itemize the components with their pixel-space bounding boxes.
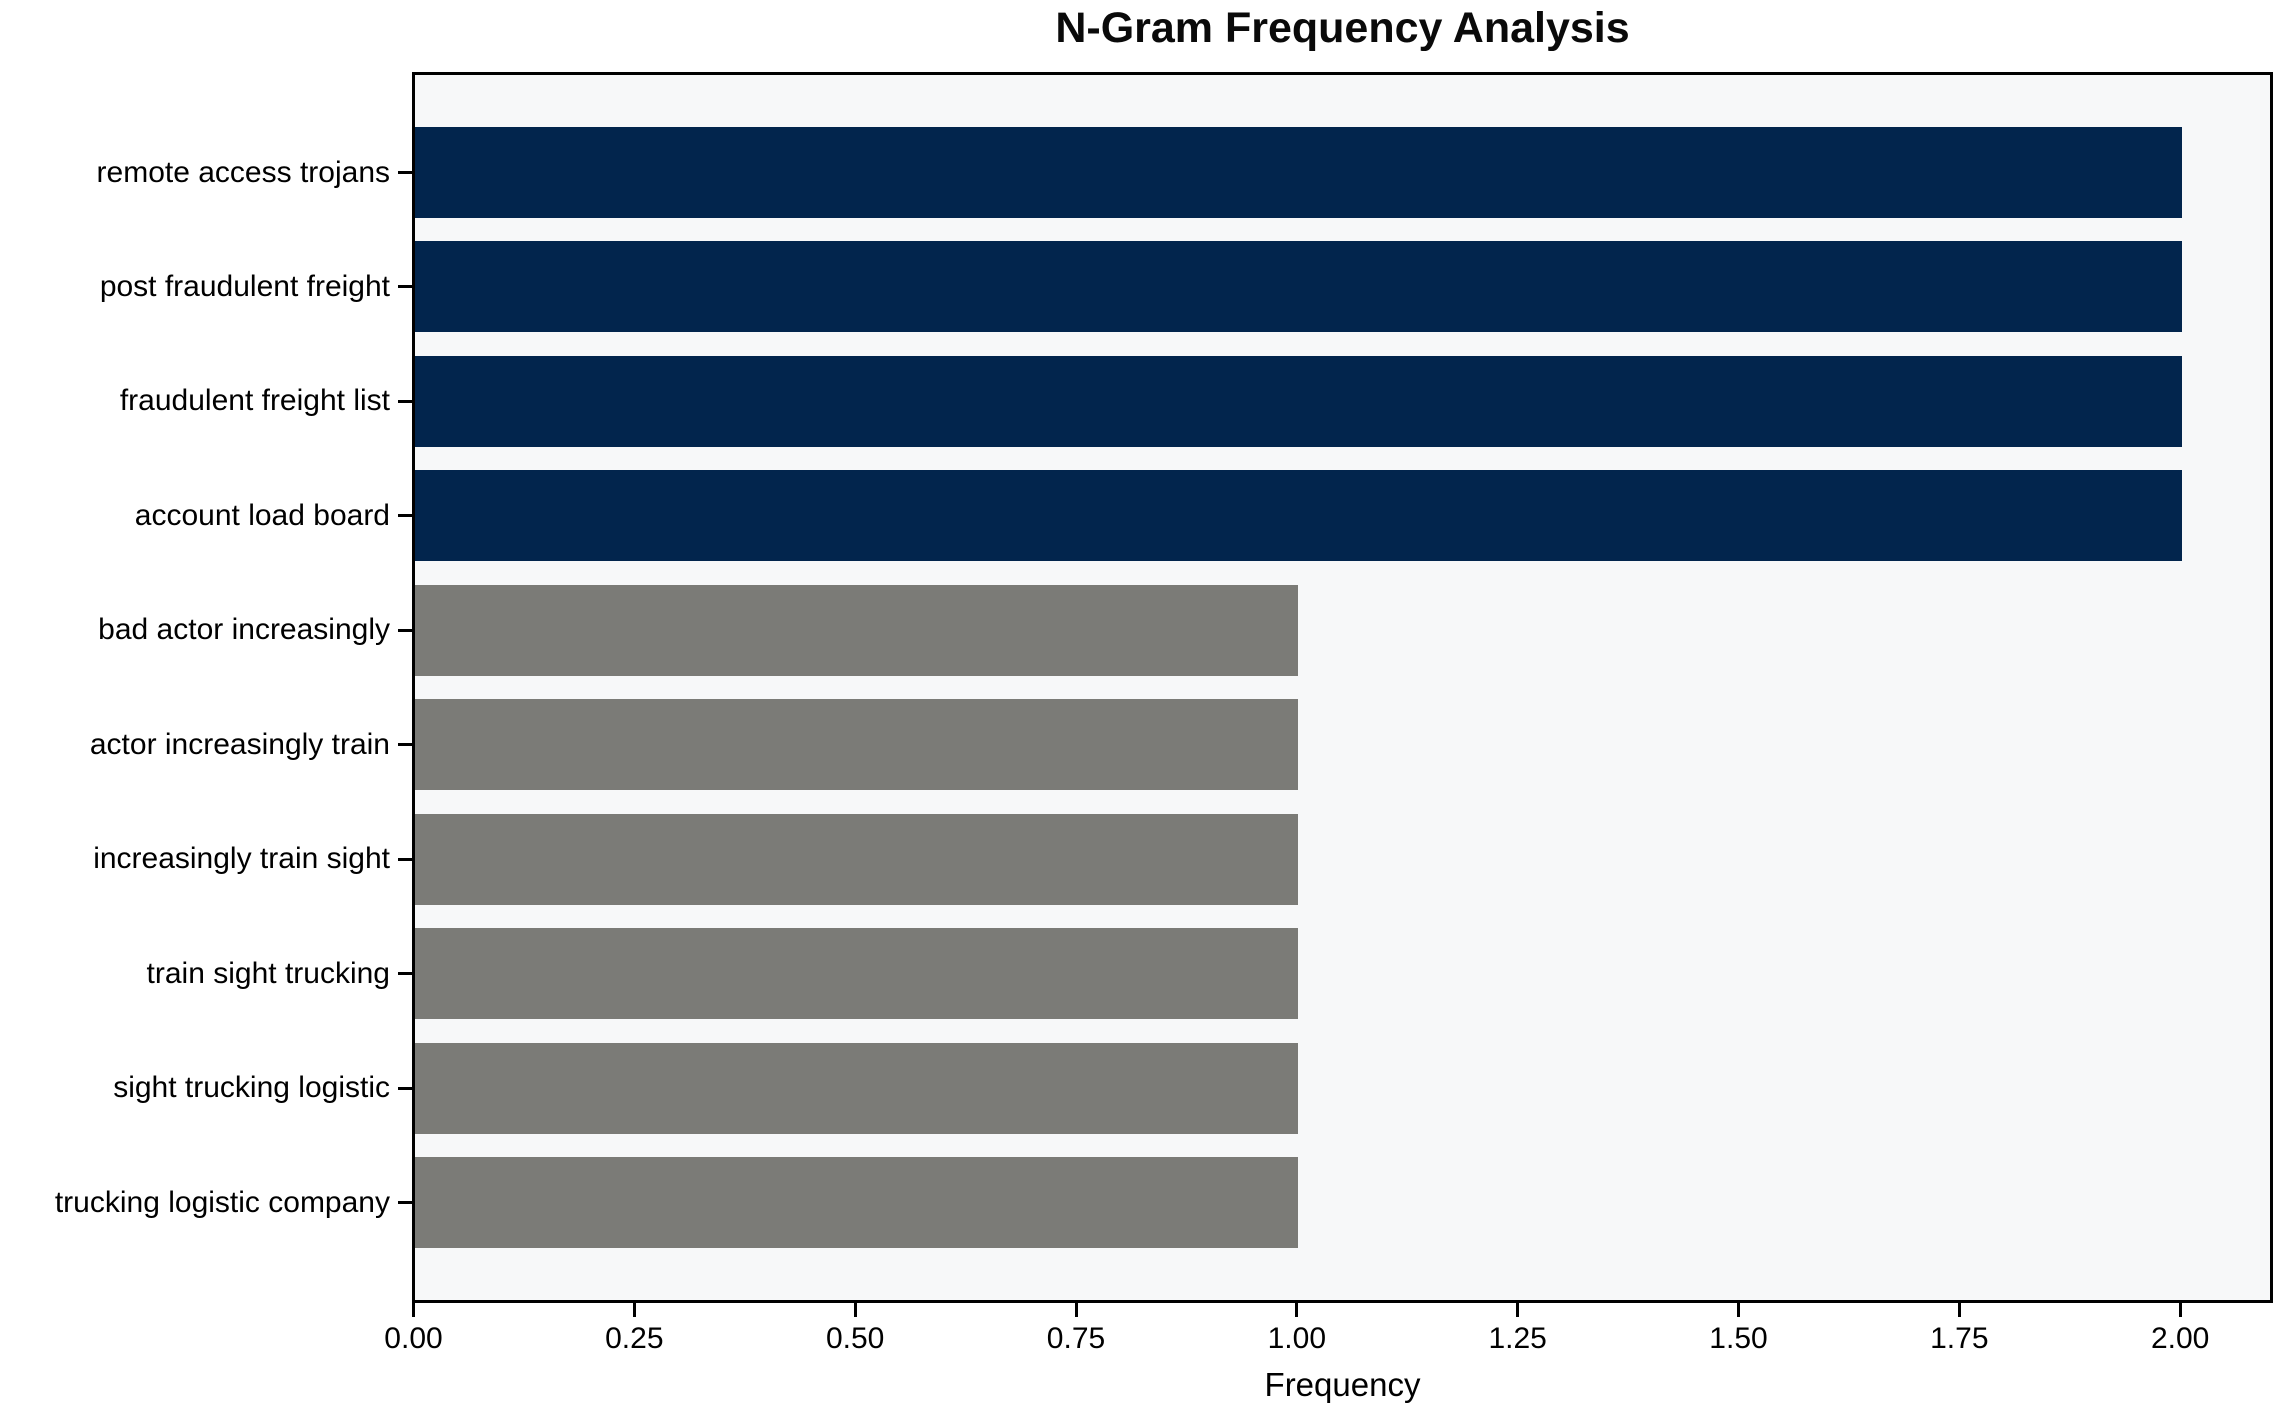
x-tick-label: 1.75 [1930, 1322, 1989, 1355]
x-tick-mark [632, 1303, 636, 1317]
bar-train-sight-trucking [415, 928, 1299, 1020]
bar-remote-access-trojans [415, 127, 2182, 218]
y-tick-mark [398, 1201, 412, 1204]
y-tick-mark [398, 743, 412, 747]
bar-sight-trucking-logistic [415, 1042, 1299, 1134]
y-tick-mark [398, 972, 412, 976]
x-tick-mark [853, 1303, 857, 1317]
y-tick-label: post fraudulent freight [99, 269, 390, 303]
x-tick-mark [1737, 1303, 1740, 1317]
y-tick-label: trucking logistic company [54, 1185, 390, 1219]
y-tick-label: increasingly train sight [93, 842, 390, 876]
x-tick-label: 0.75 [1046, 1322, 1106, 1355]
y-tick-mark [398, 857, 412, 861]
y-tick-label: remote access trojans [96, 155, 390, 189]
bar-post-fraudulent-freight [415, 241, 2182, 333]
x-tick-mark [1516, 1303, 1520, 1317]
x-tick-mark [1074, 1303, 1078, 1317]
x-tick-mark [1957, 1303, 1961, 1317]
bar-trucking-logistic-company [415, 1157, 1299, 1248]
bar-increasingly-train-sight [415, 813, 1299, 905]
y-tick-label: actor increasingly train [89, 727, 390, 761]
x-tick-mark [2178, 1303, 2182, 1317]
y-tick-mark [398, 514, 412, 518]
bar-actor-increasingly-train [415, 699, 1299, 791]
y-tick-label: train sight trucking [146, 956, 390, 990]
x-tick-mark [1295, 1303, 1299, 1317]
bar-fraudulent-freight-list [415, 355, 2182, 447]
y-tick-label: fraudulent freight list [119, 384, 390, 418]
bar-bad-actor-increasingly [415, 584, 1299, 676]
x-tick-label: 1.00 [1267, 1322, 1327, 1355]
x-tick-label: 2.00 [2150, 1322, 2210, 1355]
x-axis-title: Frequency [1264, 1366, 1421, 1403]
y-tick-mark [398, 171, 412, 174]
x-tick-label: 0.25 [605, 1322, 664, 1355]
plot-area [412, 72, 2273, 1303]
y-tick-mark [398, 285, 412, 289]
x-tick-mark [412, 1303, 415, 1317]
x-tick-label: 1.25 [1488, 1322, 1547, 1355]
y-tick-label: account load board [134, 498, 390, 532]
y-tick-mark [398, 399, 412, 403]
x-tick-label: 0.50 [825, 1322, 885, 1355]
y-tick-mark [398, 1086, 412, 1090]
chart-title: N-Gram Frequency Analysis [1055, 4, 1630, 52]
x-tick-label: 1.50 [1709, 1322, 1768, 1355]
bar-account-load-board [415, 470, 2182, 562]
y-tick-mark [398, 628, 412, 632]
x-tick-label: 0.00 [384, 1322, 443, 1355]
y-tick-label: sight trucking logistic [113, 1071, 390, 1105]
y-tick-label: bad actor increasingly [98, 613, 390, 647]
